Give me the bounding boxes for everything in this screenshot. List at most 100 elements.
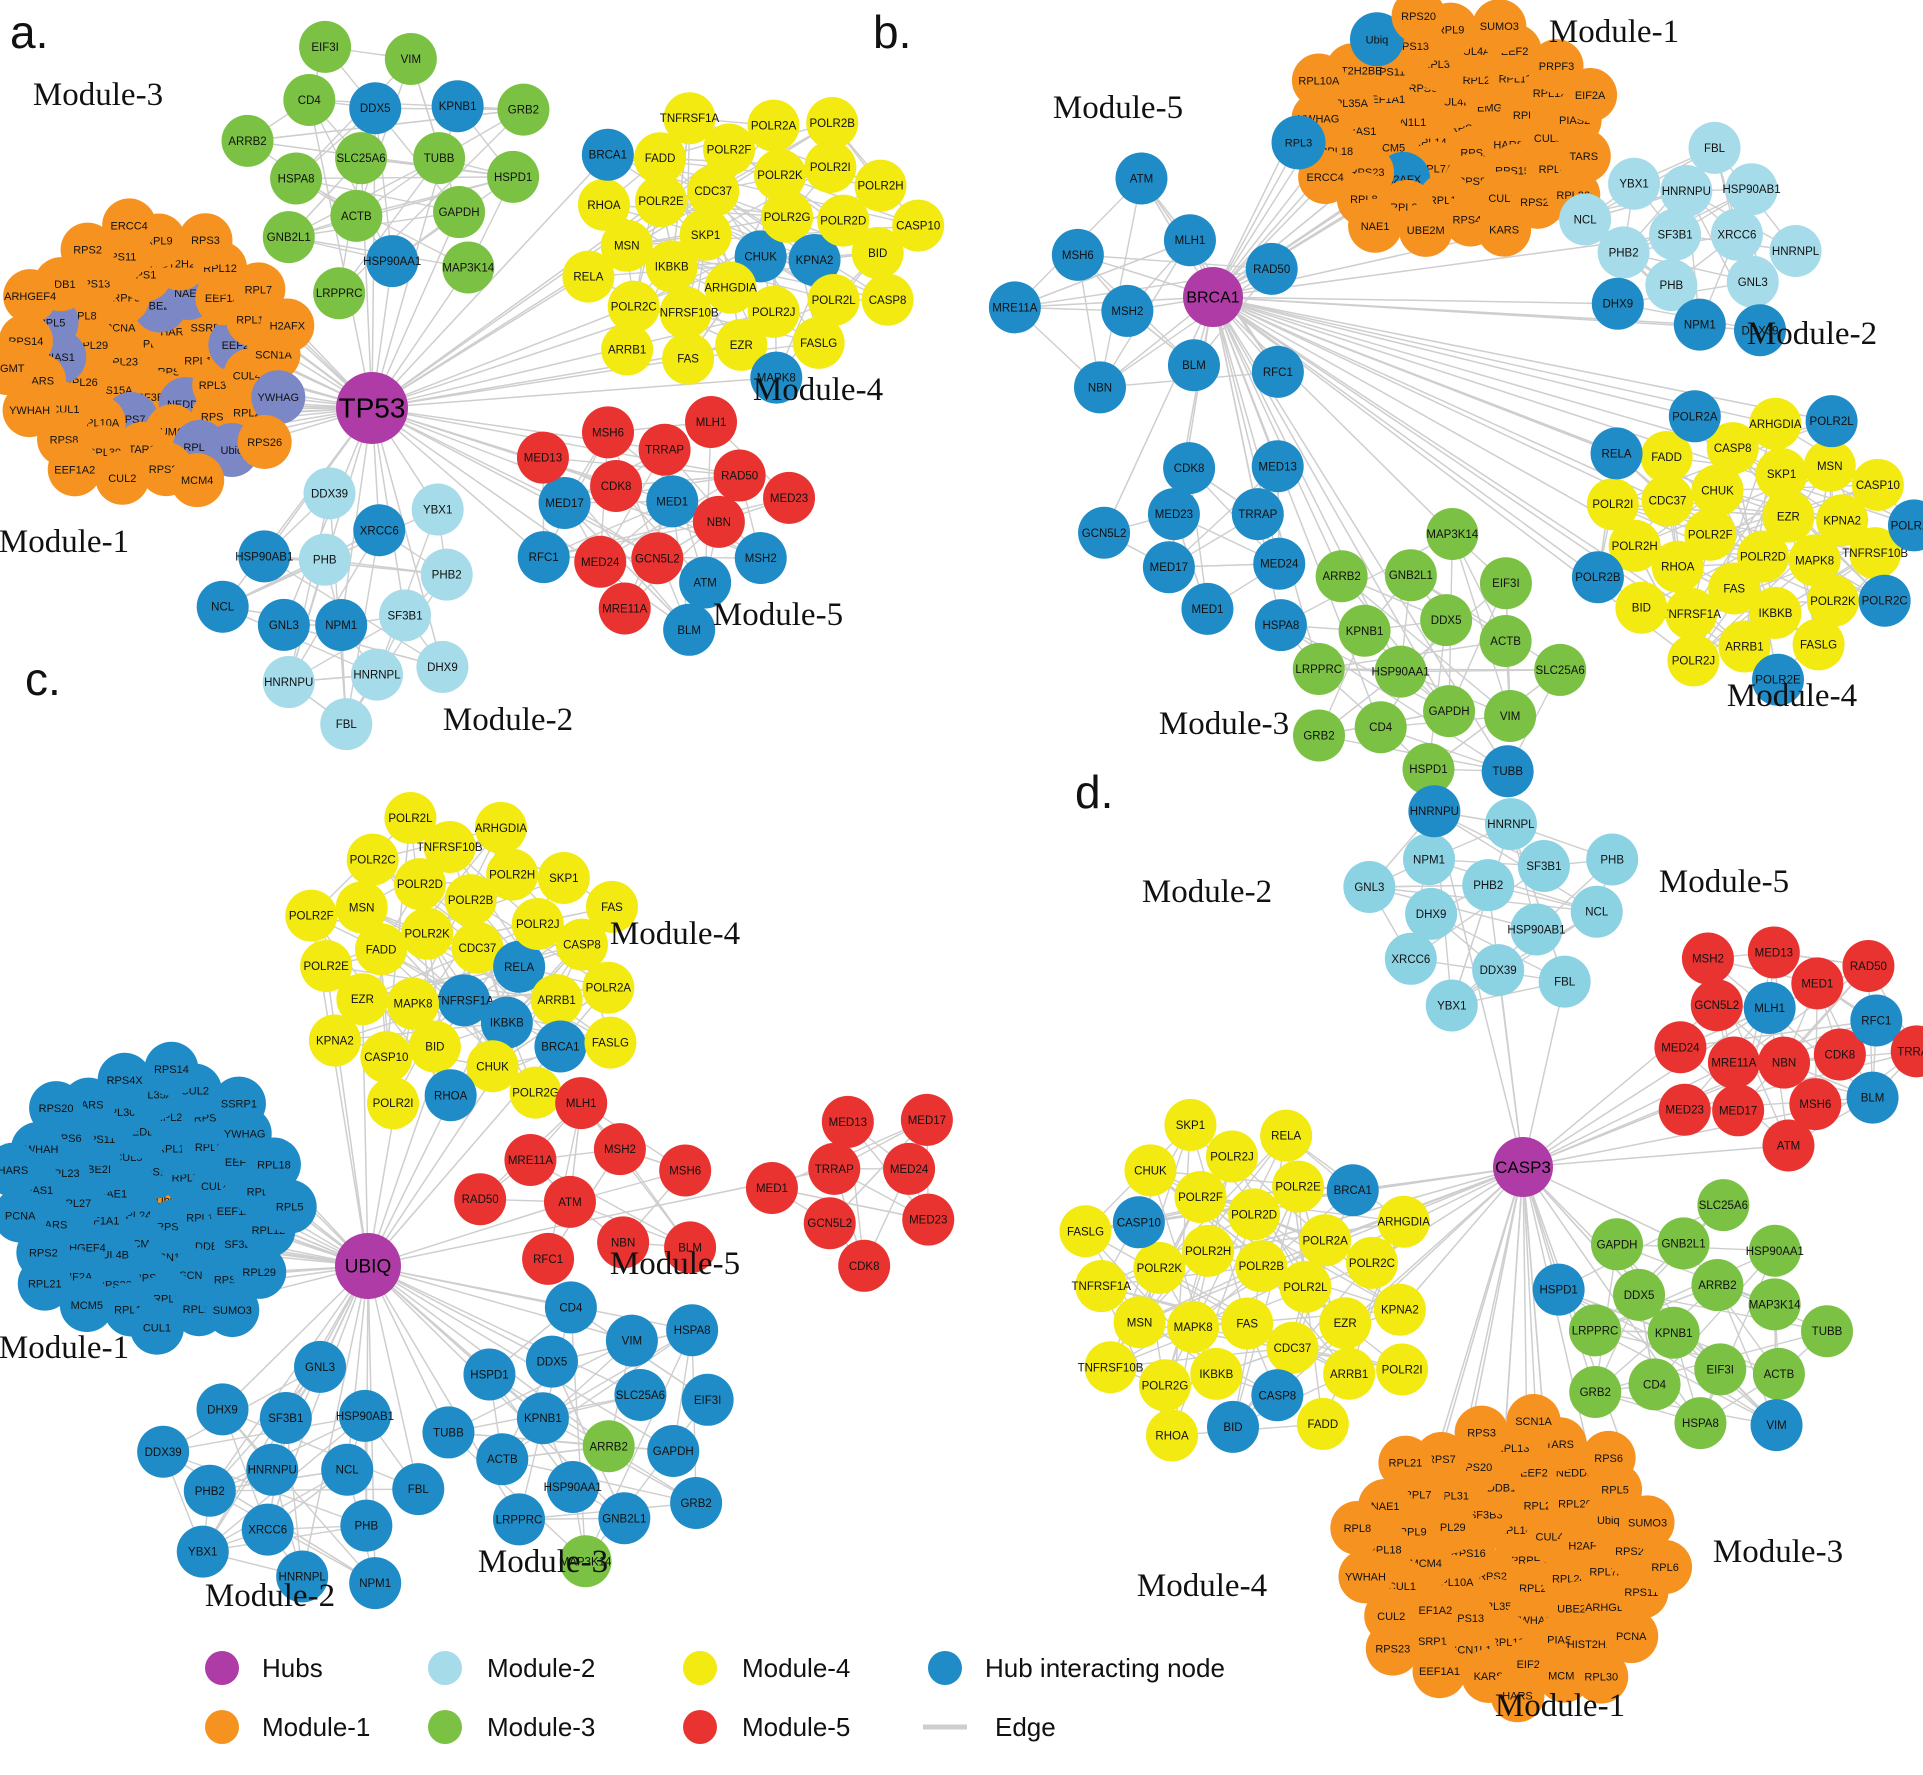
node-label-DHX9: DHX9 — [1602, 299, 1633, 311]
node-circle-TRRAP — [808, 1142, 861, 1195]
node-circle-ACTB — [1752, 1347, 1805, 1400]
node-circle-HSP90AB1 — [1725, 163, 1778, 216]
node-circle-RPS2 — [60, 222, 115, 277]
node-BID: BID — [408, 1020, 461, 1073]
node-circle-GNB2L1 — [1657, 1217, 1710, 1270]
hub-edge — [301, 1265, 369, 1577]
node-circle-BID — [408, 1020, 461, 1073]
node-circle-BID — [1207, 1400, 1260, 1453]
node-circle-IKBKB — [1190, 1347, 1243, 1400]
node-RPS3: RPS3 — [178, 213, 233, 268]
node-label-GNB2L1: GNB2L1 — [602, 1513, 646, 1525]
node-circle-RPS20 — [29, 1081, 84, 1136]
node-circle-RPL10A — [1291, 53, 1346, 108]
node-POLR2L: POLR2L — [1805, 395, 1858, 448]
panel-c: CDC37 TNFRSF1A POLR2K RELA MAPK8 POLR2B IKBKB F… — [0, 653, 955, 1614]
node-circle-SUMO3 — [1620, 1495, 1675, 1550]
node-label-NPM1: NPM1 — [1684, 320, 1716, 332]
node-FADD: FADD — [1296, 1397, 1349, 1450]
node-label-NBN: NBN — [1088, 382, 1112, 394]
node-MED23: MED23 — [1658, 1083, 1711, 1136]
hub-circle-UBIQ — [335, 1233, 401, 1299]
node-label-ARHGDIA: ARHGDIA — [704, 283, 757, 295]
edge — [542, 456, 740, 477]
node-label-RPL18: RPL18 — [257, 1160, 291, 1172]
node-CASP8: CASP8 — [861, 273, 914, 326]
node-label-NPM1: NPM1 — [325, 620, 357, 632]
node-label-RPS3: RPS3 — [1467, 1428, 1496, 1440]
node-RELA: RELA — [562, 250, 615, 303]
edge — [530, 1159, 691, 1248]
node-FBL: FBL — [392, 1463, 445, 1516]
node-label-TUBB: TUBB — [1812, 1326, 1843, 1338]
hub-edge — [371, 407, 545, 558]
node-SKP1: SKP1 — [679, 208, 732, 261]
hub-edge — [1212, 296, 1618, 305]
node-BLM: BLM — [1167, 339, 1220, 392]
node-circle-HSPD1 — [1532, 1263, 1585, 1316]
node-BLM: BLM — [664, 1221, 717, 1274]
node-circle-POLR2K — [1806, 574, 1859, 627]
node-label-GNB2L1: GNB2L1 — [267, 232, 311, 244]
node-POLR2I: POLR2I — [367, 1077, 420, 1130]
node-label-RPS20: RPS20 — [39, 1103, 74, 1115]
edge — [345, 574, 448, 725]
node-label-RAD50: RAD50 — [1850, 961, 1887, 973]
node-HNRNPL: HNRNPL — [350, 648, 403, 701]
node-label-CDK8: CDK8 — [601, 481, 632, 493]
node-BLM: BLM — [663, 603, 716, 656]
node-circle-RHOA — [1651, 540, 1704, 593]
node-label-POLR2J: POLR2J — [752, 307, 795, 319]
node-label-TRRAP: TRRAP — [1897, 1046, 1923, 1058]
node-label-HNRNPU: HNRNPU — [248, 1465, 297, 1477]
node-POLR2E: POLR2E — [1752, 653, 1805, 706]
node-circle-ARRB2 — [1315, 550, 1368, 603]
node-circle-MSH2 — [734, 532, 787, 585]
node-label-YBX1: YBX1 — [188, 1547, 217, 1559]
node-MED23: MED23 — [902, 1193, 955, 1246]
node-HSPA8: HSPA8 — [1674, 1397, 1727, 1450]
node-circle-RPL7 — [231, 262, 286, 317]
node-circle-ATM — [679, 556, 732, 609]
node-circle-GNB2L1 — [598, 1492, 651, 1545]
node-MLH1: MLH1 — [1163, 214, 1216, 267]
node-NPM1: NPM1 — [315, 599, 368, 652]
node-CASP10: CASP10 — [360, 1031, 413, 1084]
node-label-BID: BID — [425, 1042, 444, 1054]
node-label-MED23: MED23 — [909, 1215, 947, 1227]
node-label-GNL3: GNL3 — [269, 620, 299, 632]
node-label-TNFRSF1A: TNFRSF1A — [1072, 1281, 1132, 1293]
node-MED1: MED1 — [646, 475, 699, 528]
label-layer: Module-4 Module-5 Module-1 Module-2 Module-3… — [0, 653, 740, 1614]
node-ERCC4: ERCC4 — [102, 198, 157, 253]
node-label-FAS: FAS — [601, 902, 623, 914]
node-circle-YBX1 — [411, 483, 464, 536]
hub-edge — [1497, 969, 1524, 1168]
node-ARHGDIA: ARHGDIA — [1378, 1195, 1430, 1248]
node-circle-TNFRSF10B — [423, 820, 476, 873]
node-circle-ATM — [1115, 152, 1168, 205]
node-SUMO3: SUMO3 — [1472, 0, 1527, 54]
node-label-FASLG: FASLG — [1067, 1226, 1104, 1238]
node-POLR2K: POLR2K — [753, 149, 806, 202]
node-circle-MED13 — [1251, 440, 1304, 493]
node-IKBKB: IKBKB — [1749, 586, 1802, 639]
node-label-XRCC6: XRCC6 — [360, 525, 399, 537]
node-circle-MLH1 — [1743, 981, 1796, 1034]
node-CASP10: CASP10 — [1112, 1196, 1165, 1249]
node-XRCC6: XRCC6 — [241, 1503, 294, 1556]
node-SCN1A: SCN1A — [1506, 1394, 1561, 1449]
node-TNFRSF10B: TNFRSF10B — [417, 820, 483, 873]
node-circle-SKP1 — [1755, 448, 1808, 501]
node-circle-RELA — [493, 940, 546, 993]
node-label-DHX9: DHX9 — [207, 1404, 238, 1416]
node-MED13: MED13 — [1251, 440, 1304, 493]
node-NPM1: NPM1 — [1673, 298, 1726, 351]
node-circle-GNB2L1 — [1384, 549, 1437, 602]
node-RHOA: RHOA — [1146, 1409, 1199, 1462]
node-circle-UBE2M — [1398, 202, 1453, 257]
node-circle-POLR2D — [1228, 1188, 1281, 1241]
node-label-GNL3: GNL3 — [1354, 882, 1384, 894]
hub-edge — [308, 99, 373, 409]
